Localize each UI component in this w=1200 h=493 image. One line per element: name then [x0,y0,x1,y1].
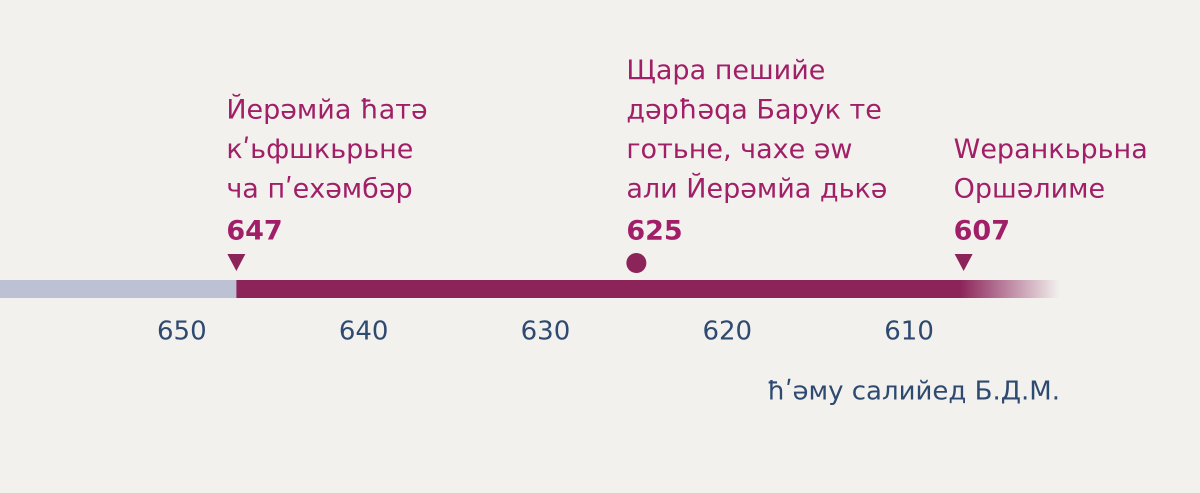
x-tick-label: 640 [339,317,389,347]
event-label: ча пʹехəмбəр [226,174,412,205]
event-label: готьне, чахе əw [626,134,852,165]
event-label: кʹьфшкьрьне [226,134,413,165]
event-year: 647 [226,216,282,247]
timeline-before [0,280,237,298]
event-label: Щара пешийе [626,55,825,86]
event-label: Wерaнкьрьна [954,134,1148,165]
event-marker [954,254,973,271]
event-year: 607 [954,216,1010,247]
event-year: 625 [626,216,682,247]
event-label: али Йерəмйа дькə [626,173,887,205]
event-marker [227,254,246,271]
x-tick-label: 630 [521,317,571,347]
timeline-bar [236,280,960,298]
event-label: Оршəлиме [954,174,1106,205]
event-marker [626,253,647,273]
x-tick-label: 650 [157,317,207,347]
axis-label: ħʹəму салийед Б.Д.М. [767,377,1060,407]
event-label: Йерəмйа ħатə [226,94,427,126]
x-tick-label: 620 [702,317,752,347]
timeline-fade [960,280,1060,298]
x-tick-label: 610 [884,317,934,347]
event-label: дəрħəqа Барук те [626,95,881,126]
